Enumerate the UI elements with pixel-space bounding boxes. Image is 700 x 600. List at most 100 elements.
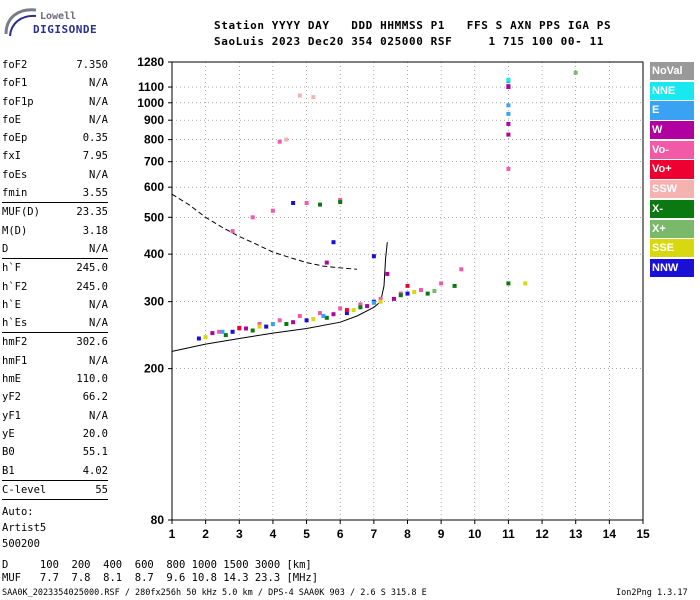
header-values: SaoLuis 2023 Dec20 354 025000 RSF 1 715 …	[214, 35, 605, 48]
param-row: B1 4.02	[2, 462, 108, 480]
echo-point	[358, 305, 363, 310]
y-tick-label: 80	[151, 513, 165, 527]
echo-point	[523, 281, 528, 286]
auto-artist: Artist5	[2, 522, 47, 535]
echo-point	[385, 271, 390, 276]
param-label: D	[2, 242, 9, 255]
echo-point	[284, 137, 289, 142]
echo-point	[318, 311, 322, 316]
echo-point	[304, 318, 309, 323]
x-tick-label: 10	[468, 527, 482, 541]
param-row: foF2 7.350	[2, 56, 108, 74]
echo-point	[291, 320, 296, 325]
echo-point	[244, 326, 248, 331]
x-tick-label: 6	[337, 527, 344, 541]
footer-info: SAA0K_2023354025000.RSF / 280fx256h 50 k…	[2, 588, 427, 598]
x-tick-label: 9	[438, 527, 445, 541]
echo-point	[506, 166, 511, 171]
echo-point	[351, 308, 356, 313]
params-group-2: MUF(D) 23.35 M(D) 3.18 D N/A	[2, 203, 108, 258]
logo-swoosh-icon	[4, 8, 37, 37]
param-label: foF2	[2, 59, 28, 71]
echo-point	[318, 202, 322, 207]
param-value: N/A	[89, 317, 108, 330]
param-row: D N/A	[2, 240, 108, 258]
echo-point	[250, 215, 255, 220]
echo-point	[230, 329, 235, 334]
y-tick-label: 500	[144, 210, 164, 224]
param-value: 245.0	[76, 280, 108, 293]
echo-point	[291, 201, 296, 205]
y-tick-label: 1280	[137, 55, 164, 69]
param-row: foEp 0.35	[2, 129, 108, 147]
param-label: h`Es	[2, 317, 28, 330]
echo-point	[338, 198, 343, 202]
logo-line1: Lowell	[40, 11, 77, 22]
param-row: foF1p N/A	[2, 93, 108, 111]
echo-point	[297, 93, 302, 98]
echo-point	[506, 132, 511, 137]
params-group-4: hmF2 302.6 hmF1 N/A hmE 110.0 yF2 66.2 yF1 N/A yE 2…	[2, 333, 108, 479]
echo-point	[405, 291, 410, 296]
echo-point	[250, 328, 255, 333]
echo-point	[344, 311, 349, 316]
echo-point	[203, 335, 208, 340]
param-label: yF2	[2, 391, 21, 404]
logo-line2: DIGISONDE	[33, 23, 98, 36]
footer-version: Ion2Png 1.3.17	[616, 588, 688, 598]
y-tick-label: 300	[144, 295, 164, 309]
echo-point	[237, 325, 242, 330]
params-group-5: C-level 55	[2, 481, 108, 499]
echo-point	[217, 329, 222, 334]
param-row: yF2 66.2	[2, 388, 108, 406]
legend-item: SSE	[650, 239, 694, 258]
x-tick-label: 1	[169, 527, 176, 541]
param-label: fmin	[2, 187, 28, 200]
param-row: B0 55.1	[2, 443, 108, 461]
echo-point	[425, 291, 430, 296]
param-label: C-level	[2, 483, 47, 496]
param-value: N/A	[89, 95, 108, 108]
param-label: h`F	[2, 262, 21, 275]
echo-point	[338, 306, 343, 311]
echo-point	[196, 336, 201, 341]
legend-item: X+	[650, 219, 694, 238]
echo-point	[365, 304, 370, 309]
divider	[2, 499, 108, 501]
param-label: foE	[2, 113, 21, 126]
param-label: h`E	[2, 298, 21, 311]
echo-point	[573, 70, 578, 75]
echo-point	[338, 200, 343, 205]
legend-item: X-	[650, 199, 694, 218]
legend-item: Vo+	[650, 160, 694, 179]
y-tick-label: 1100	[138, 80, 164, 94]
param-value: 302.6	[76, 336, 108, 349]
param-label: B1	[2, 464, 15, 477]
echo-point	[344, 308, 349, 313]
y-tick-label: 700	[144, 155, 164, 169]
param-label: foF1	[2, 77, 28, 90]
param-row: fxI 7.95	[2, 147, 108, 165]
divider	[2, 332, 108, 334]
echo-point	[324, 260, 329, 265]
echo-point	[324, 315, 329, 320]
param-row: hmF1 N/A	[2, 352, 108, 370]
param-value: 4.02	[82, 464, 108, 477]
x-tick-label: 7	[371, 527, 378, 541]
y-tick-label: 200	[144, 362, 164, 376]
x-tick-label: 12	[535, 527, 549, 541]
legend: NoVal NNE E W Vo- Vo+ SSW X- X+ SSE NNW	[650, 62, 694, 279]
param-value: 3.55	[82, 187, 108, 200]
trace-dashed-curve	[171, 193, 358, 270]
trace-solid-curve	[171, 242, 388, 352]
legend-item: Vo-	[650, 140, 694, 159]
param-label: B0	[2, 446, 15, 459]
echo-point	[264, 324, 269, 329]
x-tick-label: 11	[502, 527, 515, 541]
echo-point	[378, 296, 383, 301]
param-value: 245.0	[76, 262, 108, 275]
echo-point	[506, 121, 511, 126]
param-value: N/A	[89, 113, 108, 126]
param-value: N/A	[89, 298, 108, 311]
x-tick-label: 2	[202, 527, 209, 541]
